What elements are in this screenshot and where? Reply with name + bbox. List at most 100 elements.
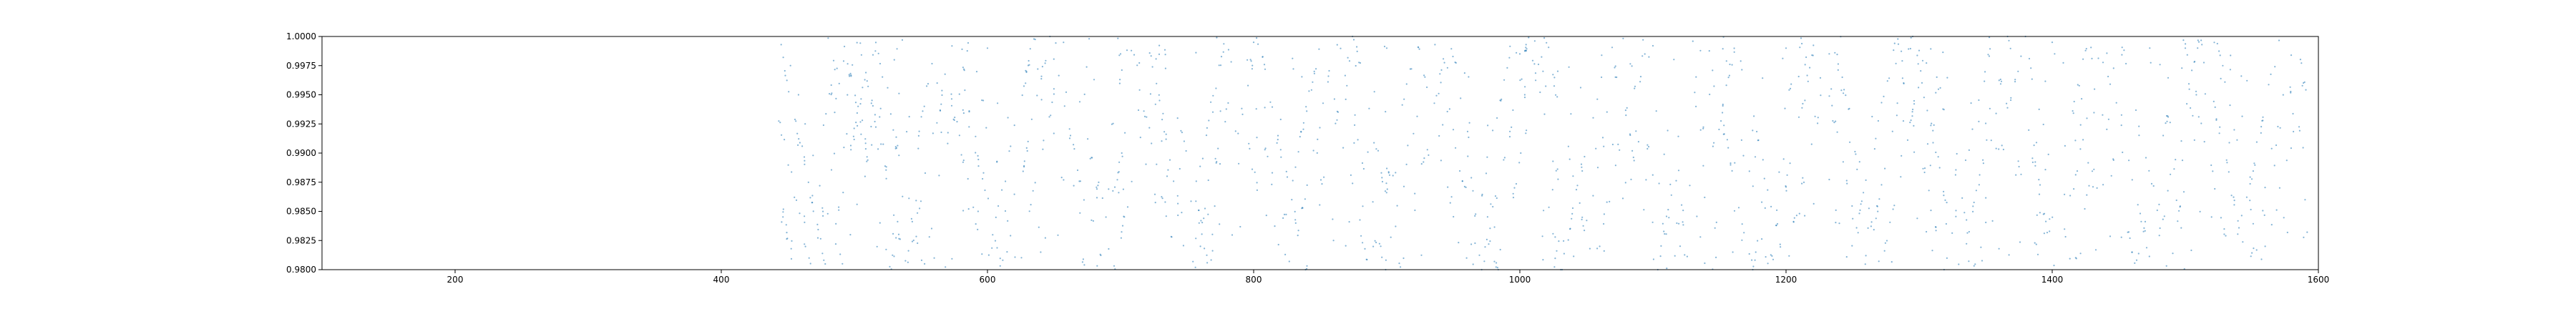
scatter-point [2290,92,2292,94]
scatter-point [1292,57,1294,59]
scatter-point [1778,171,1780,173]
scatter-point [1423,161,1425,163]
scatter-point [2072,112,2074,114]
scatter-point [962,161,964,163]
scatter-point [791,240,793,242]
scatter-point [2298,126,2301,128]
scatter-point [1572,175,1574,177]
scatter-point [963,68,965,70]
scatter-point [962,112,965,114]
scatter-point [1860,203,1862,205]
scatter-point [1316,152,1318,154]
scatter-point [2199,210,2201,212]
scatter-point [1165,215,1167,217]
scatter-point [1984,80,1986,82]
scatter-point [1509,45,1511,47]
scatter-point [2010,97,2012,99]
scatter-point [788,91,790,93]
scatter-point [1097,185,1099,187]
scatter-point [1895,62,1897,64]
scatter-point [1158,44,1161,46]
scatter-point [2249,200,2251,202]
scatter-point [1153,193,1156,195]
scatter-point [812,154,814,157]
scatter-point [1362,167,1365,170]
scatter-point [2006,107,2009,109]
scatter-point [1493,226,1496,228]
scatter-point [1426,149,1428,151]
scatter-point [2072,110,2074,112]
scatter-point [782,211,784,213]
scatter-point [1208,119,1210,122]
scatter-point [1782,158,1785,160]
scatter-point [2014,81,2016,83]
scatter-point [1753,115,1755,117]
scatter-point [1884,167,1886,170]
scatter-point [1354,124,1356,126]
scatter-point [995,216,997,218]
scatter-point [1802,177,1804,179]
scatter-point [1313,70,1315,72]
scatter-point [1708,50,1710,52]
scatter-point [2182,39,2185,41]
scatter-point [1516,52,1518,54]
scatter-point [1682,221,1684,223]
scatter-point [860,133,862,135]
scatter-point [968,126,970,128]
scatter-point [1345,245,1347,247]
scatter-point [1300,131,1302,133]
scatter-point [2158,235,2160,237]
scatter-point [1345,98,1347,100]
scatter-point [1970,102,1972,104]
scatter-point [1974,263,1976,265]
scatter-point [1503,159,1505,161]
scatter-point [1624,182,1626,184]
scatter-point [1978,120,1980,122]
scatter-point [1474,242,1476,245]
scatter-point [1916,54,1918,57]
scatter-point [2079,148,2082,150]
scatter-point [1402,185,1405,187]
scatter-point [1788,255,1790,257]
scatter-point [1410,68,1413,70]
scatter-point [859,42,862,44]
scatter-point [817,228,819,231]
scatter-point [1901,77,1903,79]
scatter-point [940,103,942,105]
scatter-point [794,196,796,198]
scatter-point [2110,175,2112,177]
scatter-point [879,222,881,224]
scatter-point [2240,75,2243,77]
scatter-point [1740,60,1742,62]
scatter-point [1563,240,1565,242]
scatter-point [1888,77,1890,79]
scatter-point [1274,225,1276,227]
scatter-point [1499,99,1501,102]
scatter-point [2090,46,2092,49]
scatter-point [996,161,998,163]
scatter-point [893,59,895,61]
scatter-point [2212,170,2214,172]
scatter-point [1121,155,1123,157]
scatter-point [2233,129,2235,131]
scatter-point [1813,44,1815,46]
scatter-point [1677,170,1680,172]
scatter-point [1267,155,1269,157]
scatter-point [1007,220,1009,222]
scatter-point [1709,93,1711,96]
scatter-point [1139,137,1141,139]
scatter-point [824,263,826,265]
scatter-point [1981,260,1984,262]
scatter-point [1723,124,1725,127]
scatter-point [2166,120,2168,122]
scatter-point [1916,217,1918,220]
scatter-point [1845,256,1848,258]
scatter-point [1205,134,1208,137]
scatter-point [2255,141,2258,143]
scatter-point [1195,237,1197,240]
scatter-point [1903,82,1905,84]
scatter-point [831,92,833,94]
scatter-point [1923,167,1926,170]
scatter-point [2049,218,2051,220]
scatter-point [2262,116,2264,118]
